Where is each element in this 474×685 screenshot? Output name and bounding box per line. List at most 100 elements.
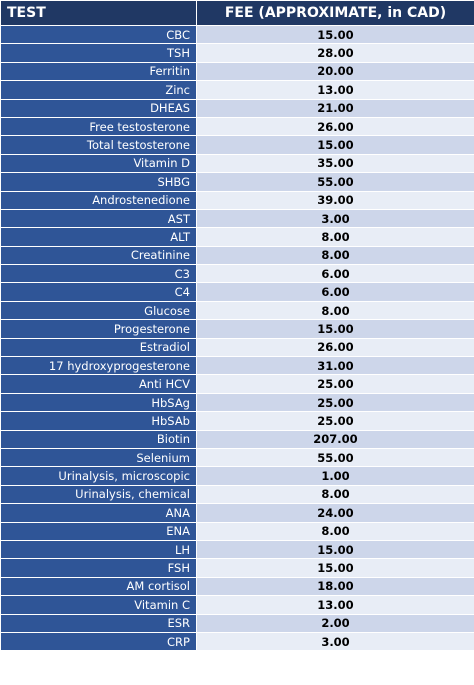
table-row: Zinc 13.00 xyxy=(0,80,474,100)
fee-value: 25.00 xyxy=(196,411,474,431)
fee-value: 1.00 xyxy=(196,466,474,486)
test-name: Progesterone xyxy=(0,319,197,339)
fee-value: 20.00 xyxy=(196,61,474,82)
table-row: Free testosterone 26.00 xyxy=(0,116,474,137)
test-name: Ferritin xyxy=(0,61,197,82)
table-row: Vitamin C 13.00 xyxy=(0,595,474,615)
table-body: CBC 15.00 TSH 28.00 Ferritin 20.00 Zinc 13.00 DH… xyxy=(0,24,474,652)
table-row: ESR 2.00 xyxy=(0,613,474,633)
table-row: Selenium 55.00 xyxy=(0,447,474,468)
table-row: C4 6.00 xyxy=(0,282,474,302)
table-row: DHEAS 21.00 xyxy=(0,98,474,118)
table-row: Urinalysis, microscopic 1.00 xyxy=(0,466,474,486)
test-name: ANA xyxy=(0,503,197,523)
fee-value: 15.00 xyxy=(196,24,474,45)
fee-value: 207.00 xyxy=(196,429,474,449)
fee-value: 15.00 xyxy=(196,539,474,560)
table-row: AST 3.00 xyxy=(0,208,474,229)
fee-value: 2.00 xyxy=(196,613,474,633)
test-name: Estradiol xyxy=(0,337,197,358)
test-name: ENA xyxy=(0,521,197,541)
fee-value: 25.00 xyxy=(196,392,474,413)
test-name: DHEAS xyxy=(0,98,197,118)
test-name: ESR xyxy=(0,613,197,633)
fee-value: 8.00 xyxy=(196,300,474,321)
test-name: ALT xyxy=(0,227,197,247)
table-row: Androstenedione 39.00 xyxy=(0,190,474,210)
fee-table: TEST FEE (APPROXIMATE, in CAD) CBC 15.00 T… xyxy=(0,0,474,652)
test-name: CBC xyxy=(0,24,197,45)
test-name: SHBG xyxy=(0,172,197,192)
test-name: LH xyxy=(0,539,197,560)
test-name: Vitamin D xyxy=(0,153,197,174)
test-name: AM cortisol xyxy=(0,576,197,597)
fee-value: 3.00 xyxy=(196,631,474,652)
fee-value: 13.00 xyxy=(196,80,474,100)
fee-value: 21.00 xyxy=(196,98,474,118)
header-cell: TEST xyxy=(0,0,197,26)
table-row: Anti HCV 25.00 xyxy=(0,374,474,394)
test-name: Androstenedione xyxy=(0,190,197,210)
fee-value: 6.00 xyxy=(196,282,474,302)
test-name: TSH xyxy=(0,43,197,63)
test-name: HbSAg xyxy=(0,392,197,413)
table-row: Total testosterone 15.00 xyxy=(0,135,474,155)
fee-value: 35.00 xyxy=(196,153,474,174)
table-row: CBC 15.00 xyxy=(0,24,474,45)
fee-value: 13.00 xyxy=(196,595,474,615)
test-name: CRP xyxy=(0,631,197,652)
table-row: Vitamin D 35.00 xyxy=(0,153,474,174)
table-row: ENA 8.00 xyxy=(0,521,474,541)
table-header: TEST FEE (APPROXIMATE, in CAD) xyxy=(0,0,474,26)
test-name: Biotin xyxy=(0,429,197,449)
table-row: HbSAb 25.00 xyxy=(0,411,474,431)
fee-value: 8.00 xyxy=(196,227,474,247)
table-row: ANA 24.00 xyxy=(0,503,474,523)
test-name: C4 xyxy=(0,282,197,302)
fee-value: 6.00 xyxy=(196,264,474,284)
table-row: CRP 3.00 xyxy=(0,631,474,652)
test-name: Creatinine xyxy=(0,245,197,266)
fee-value: 28.00 xyxy=(196,43,474,63)
test-name: Zinc xyxy=(0,80,197,100)
test-name: HbSAb xyxy=(0,411,197,431)
table-row: Urinalysis, chemical 8.00 xyxy=(0,484,474,505)
table-row: C3 6.00 xyxy=(0,264,474,284)
table-row: LH 15.00 xyxy=(0,539,474,560)
fee-value: 8.00 xyxy=(196,521,474,541)
test-name: 17 hydroxyprogesterone xyxy=(0,356,197,376)
test-name: Glucose xyxy=(0,300,197,321)
fee-value: 3.00 xyxy=(196,208,474,229)
test-name: Free testosterone xyxy=(0,116,197,137)
test-name: Total testosterone xyxy=(0,135,197,155)
fee-value: 31.00 xyxy=(196,356,474,376)
fee-value: 26.00 xyxy=(196,337,474,358)
fee-value: 25.00 xyxy=(196,374,474,394)
table-row: Progesterone 15.00 xyxy=(0,319,474,339)
table-row: FSH 15.00 xyxy=(0,558,474,578)
test-name: Anti HCV xyxy=(0,374,197,394)
fee-value: 8.00 xyxy=(196,484,474,505)
fee-value: 18.00 xyxy=(196,576,474,597)
table-row: ALT 8.00 xyxy=(0,227,474,247)
header-cell: FEE (APPROXIMATE, in CAD) xyxy=(196,0,474,26)
fee-value: 15.00 xyxy=(196,319,474,339)
fee-value: 55.00 xyxy=(196,447,474,468)
table-row: AM cortisol 18.00 xyxy=(0,576,474,597)
table-row: 17 hydroxyprogesterone 31.00 xyxy=(0,356,474,376)
fee-value: 15.00 xyxy=(196,558,474,578)
test-name: Urinalysis, microscopic xyxy=(0,466,197,486)
test-name: Selenium xyxy=(0,447,197,468)
test-name: AST xyxy=(0,208,197,229)
test-name: C3 xyxy=(0,264,197,284)
fee-value: 55.00 xyxy=(196,172,474,192)
table-row: TSH 28.00 xyxy=(0,43,474,63)
fee-value: 26.00 xyxy=(196,116,474,137)
fee-value: 8.00 xyxy=(196,245,474,266)
table-row: Estradiol 26.00 xyxy=(0,337,474,358)
header-row: TEST FEE (APPROXIMATE, in CAD) xyxy=(0,0,474,26)
fee-value: 24.00 xyxy=(196,503,474,523)
fee-value: 15.00 xyxy=(196,135,474,155)
table-row: Glucose 8.00 xyxy=(0,300,474,321)
